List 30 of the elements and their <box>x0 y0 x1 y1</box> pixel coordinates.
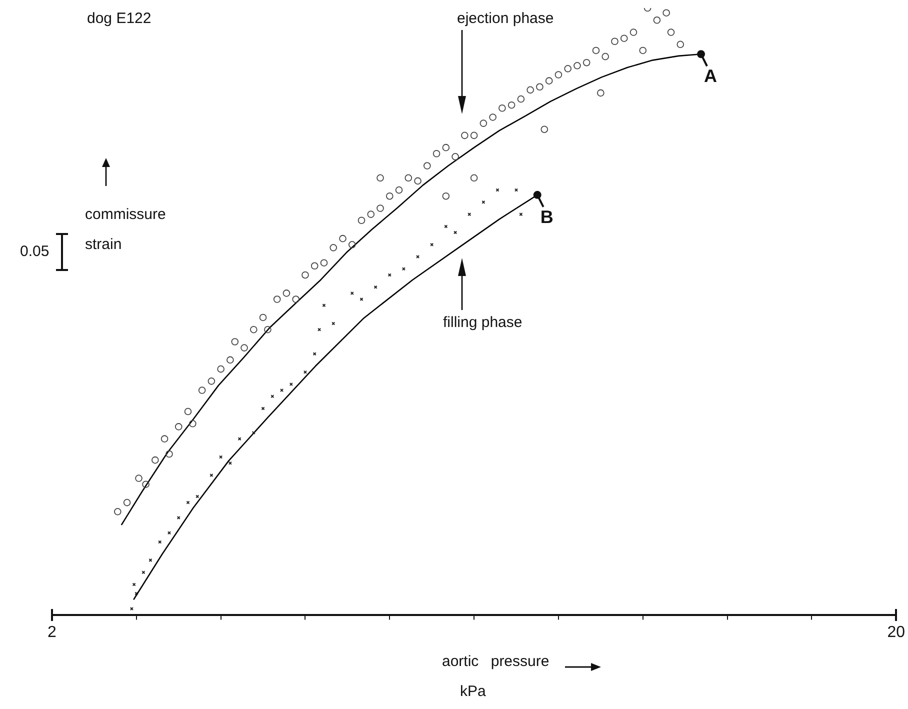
annotation: ejection phase <box>457 10 554 27</box>
point <box>416 255 420 259</box>
point <box>130 606 134 611</box>
point <box>496 188 500 192</box>
point <box>196 494 200 498</box>
point <box>261 406 265 410</box>
annotation: B <box>540 206 554 227</box>
point <box>468 212 472 216</box>
annotation: A <box>704 66 718 86</box>
point <box>332 322 336 326</box>
point <box>186 500 190 504</box>
chart-title: dog E122 <box>87 10 152 27</box>
point <box>158 540 162 544</box>
x-axis-title: aortic pressure <box>442 653 550 670</box>
point <box>444 224 448 228</box>
text: 0.05 <box>20 243 50 260</box>
point <box>388 273 392 277</box>
point <box>374 285 378 289</box>
point <box>132 582 136 586</box>
annotation: filling phase <box>443 314 522 331</box>
point <box>322 304 326 308</box>
point <box>134 592 138 596</box>
text: kPa <box>460 683 486 700</box>
point <box>219 455 223 459</box>
x-tick-label: 2 <box>48 624 57 641</box>
point <box>148 558 152 562</box>
y-axis-title: commissure strain <box>85 205 167 255</box>
x-tick-label: 20 <box>887 624 906 641</box>
point <box>430 242 434 246</box>
point <box>280 388 284 392</box>
